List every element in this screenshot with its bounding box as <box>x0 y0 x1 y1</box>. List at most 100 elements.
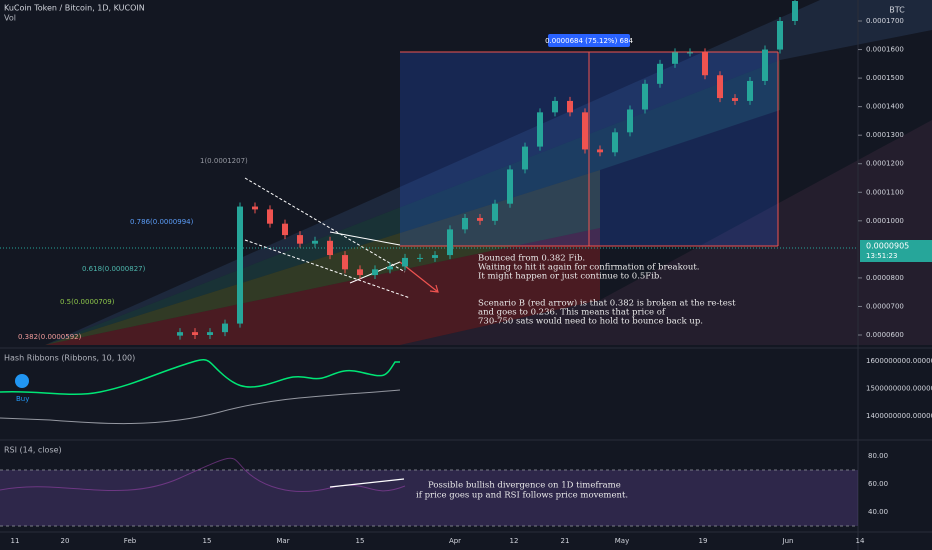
candle-body <box>297 235 303 244</box>
candle-body <box>387 266 393 270</box>
annotation: Waiting to hit it again for confirmation… <box>478 263 700 273</box>
time-label: 15 <box>203 537 212 545</box>
indicator-title: RSI (14, close) <box>4 446 62 455</box>
red-arrow-head <box>429 284 439 293</box>
annotation: Scenario B (red arrow) is that 0.382 is … <box>478 298 736 309</box>
candle-body <box>702 52 708 76</box>
price-tick-label: 0.0000800 <box>866 274 904 282</box>
candle-body <box>372 269 378 276</box>
candle-body <box>717 75 723 99</box>
buy-signal <box>15 374 29 388</box>
rsi-tick-label: 60.00 <box>868 480 888 488</box>
time-label: Feb <box>124 537 137 545</box>
candle-body <box>432 255 438 258</box>
wedge-lower <box>244 239 411 299</box>
candle-body <box>582 112 588 150</box>
countdown: 13:51:23 <box>866 252 897 260</box>
candle-body <box>447 229 453 256</box>
annotation: if price goes up and RSI follows price m… <box>416 491 628 501</box>
time-label: 12 <box>510 537 519 545</box>
fib-label: 0.5(0.0000709) <box>60 298 115 306</box>
candle-body <box>672 52 678 64</box>
price-tick-label: 0.0001600 <box>866 46 904 54</box>
price-tick-label: 0.0000600 <box>866 331 904 339</box>
candle-body <box>612 132 618 153</box>
annotation: Bounced from 0.382 Fib. <box>478 254 585 264</box>
candle-body <box>732 98 738 101</box>
candle-body <box>492 203 498 221</box>
time-label: 19 <box>699 537 708 545</box>
candle-body <box>402 257 408 267</box>
candle-body <box>552 100 558 113</box>
price-tick-label: 0.0001300 <box>866 131 904 139</box>
price-tick-label: 0.0001200 <box>866 160 904 168</box>
fib-label: 0.382(0.0000592) <box>18 333 82 341</box>
annotation: It might happen or just continue to 0.5F… <box>478 272 662 282</box>
currency-label: BTC <box>889 6 905 15</box>
time-label: Mar <box>276 537 289 545</box>
candle-body <box>537 112 543 147</box>
candle-body <box>177 332 183 336</box>
triangle-top <box>329 231 401 246</box>
fib-band-pink <box>400 120 932 345</box>
candle-body <box>657 63 663 84</box>
price-tick-label: 0.0001400 <box>866 103 904 111</box>
candle-body <box>642 83 648 110</box>
candle-body <box>747 80 753 101</box>
fib-label: 0.618(0.0000827) <box>82 265 146 273</box>
annotation: and goes to 0.236. This means that price… <box>478 308 666 318</box>
candle-body <box>357 269 363 276</box>
time-label: 20 <box>61 537 70 545</box>
volume-label: Vol <box>4 14 16 23</box>
symbol-title: KuCoin Token / Bitcoin, 1D, KUCOIN <box>4 4 145 13</box>
candle-body <box>597 149 603 153</box>
time-label: 11 <box>11 537 20 545</box>
rsi-band <box>0 470 858 526</box>
time-label: Jun <box>782 537 794 545</box>
measure-label: 0.0000684 (75.12%) 684 <box>545 37 633 45</box>
candle-body <box>312 240 318 244</box>
time-label: May <box>615 537 629 545</box>
candle-body <box>192 332 198 335</box>
hash-ribbon-fast <box>0 359 400 396</box>
candle-body <box>792 1 798 22</box>
buy-label: Buy <box>16 395 29 403</box>
price-tick-label: 0.0000700 <box>866 302 904 310</box>
candle-body <box>507 169 513 204</box>
fib-band-olive <box>45 170 600 345</box>
time-label: 21 <box>561 537 570 545</box>
hash-tick-label: 1600000000.0000000 <box>866 357 932 365</box>
candle-body <box>522 146 528 170</box>
time-label: 14 <box>856 537 865 545</box>
candle-body <box>417 257 423 259</box>
annotation: 730-750 sats would need to hold to bounc… <box>478 317 703 327</box>
rsi-tick-label: 40.00 <box>868 508 888 516</box>
fib-band-red <box>45 228 600 345</box>
rsi-line <box>0 457 406 492</box>
candle-body <box>477 217 483 221</box>
hash-tick-label: 1500000000.0000000 <box>866 385 932 393</box>
candle-body <box>567 100 573 113</box>
candle-body <box>762 49 768 81</box>
fib-band-blue <box>45 0 932 345</box>
candle-body <box>327 240 333 256</box>
candle-body <box>252 206 258 210</box>
hash-ribbon-slow <box>0 389 401 425</box>
divergence-line <box>329 478 405 488</box>
rsi-tick-label: 80.00 <box>868 452 888 460</box>
fib-band-teal <box>45 60 780 345</box>
candle-body <box>687 52 693 54</box>
measure-label-box <box>548 34 630 47</box>
time-label: 15 <box>356 537 365 545</box>
price-tick-label: 0.0001700 <box>866 17 904 25</box>
price-tick-label: 0.0001100 <box>866 188 904 196</box>
price-tick-label: 0.0001000 <box>866 217 904 225</box>
red-arrow <box>399 261 439 293</box>
price-tick-label: 0.0001500 <box>866 74 904 82</box>
hash-tick-label: 1400000000.0000000 <box>866 412 932 420</box>
wedge-upper <box>244 177 406 273</box>
candle-body <box>777 21 783 50</box>
candle-body <box>237 206 243 324</box>
